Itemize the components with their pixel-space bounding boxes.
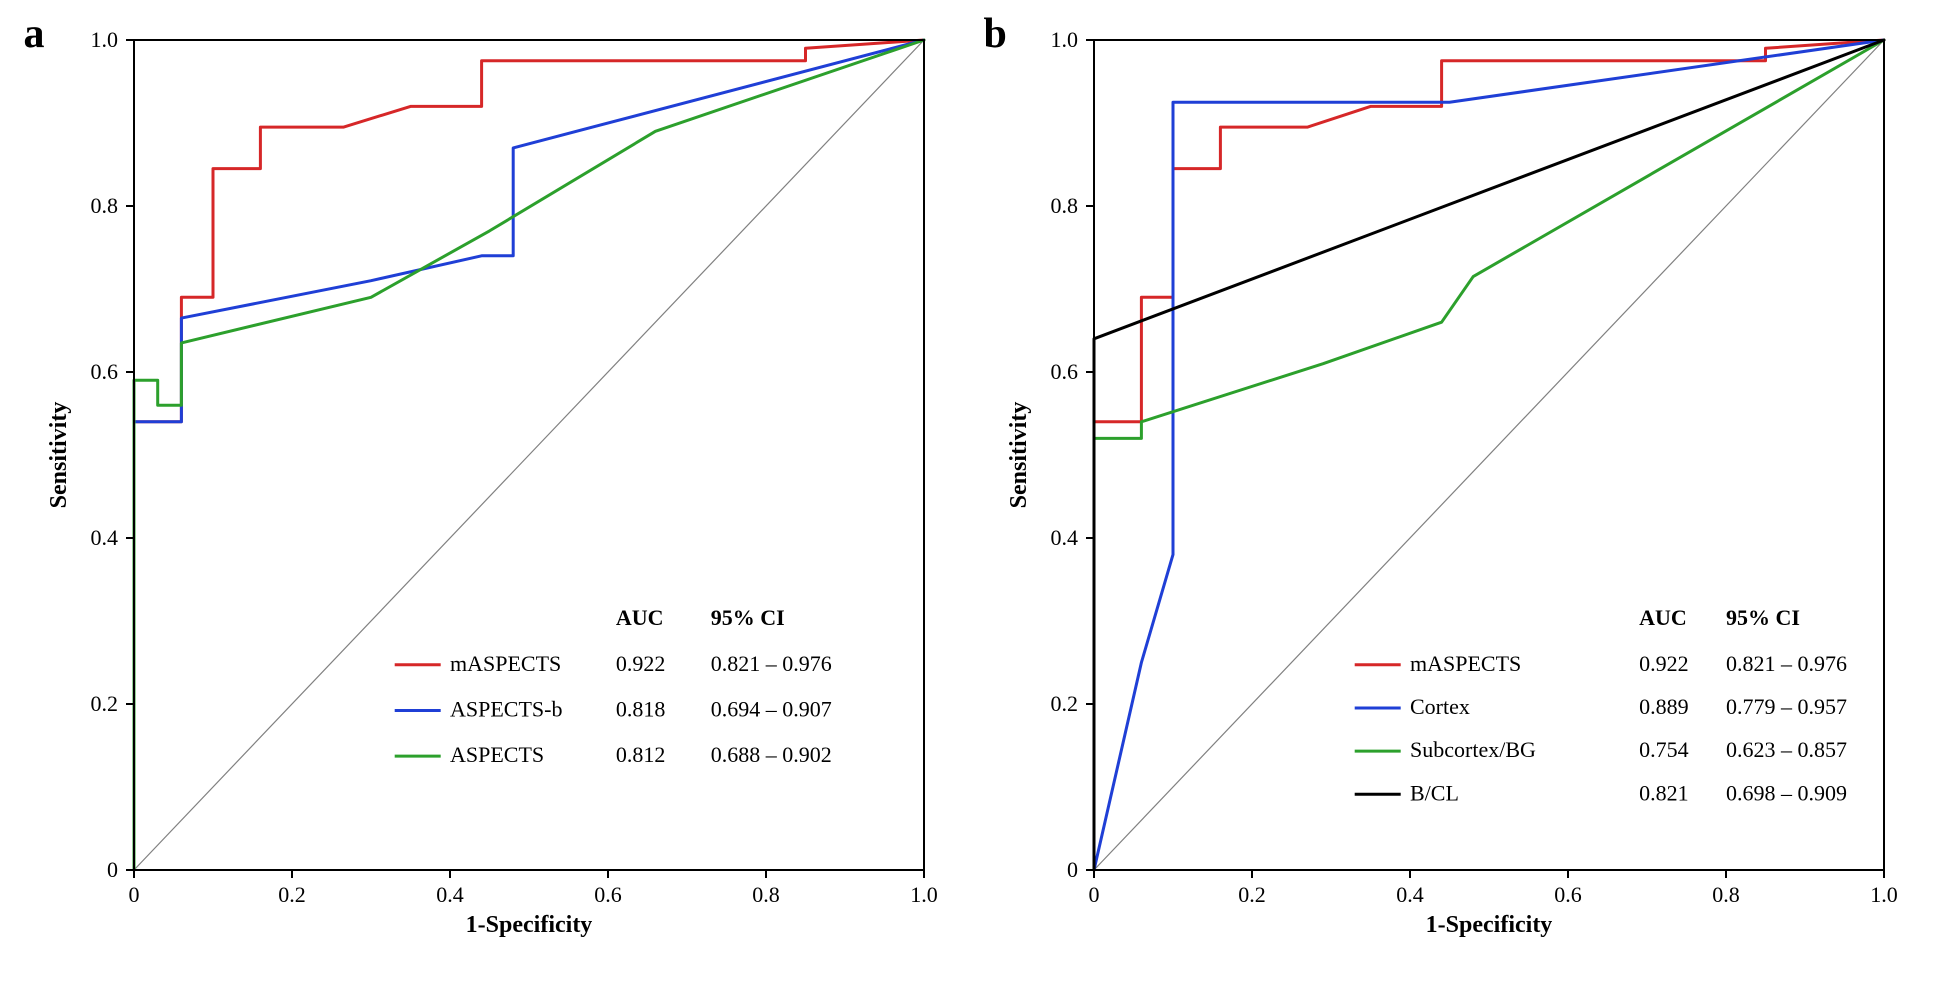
xtick-label: 0 [1088,882,1099,907]
panel-a-wrap: a 0 0.2 0.4 0.6 0.8 1.0 0 0.2 0.4 0.6 0.8 1.0 1-Spec… [14,0,974,970]
legend-ci-2: 0.688 – 0.902 [710,742,831,767]
ytick-label: 0.2 [90,691,118,716]
panel-b-svg: 0 0.2 0.4 0.6 0.8 1.0 0 0.2 0.4 0.6 0.8 1.0 1-Specif… [974,0,1934,970]
legend-ci-1: 0.694 – 0.907 [710,696,831,721]
xtick-label: 0.6 [594,882,622,907]
legend-label-1: ASPECTS-b [450,696,562,721]
ytick-label: 0 [107,857,118,882]
panel-b-wrap: b 0 0.2 0.4 0.6 0.8 1.0 0 0.2 0.4 0.6 0.8 1.0 1-Spec… [974,0,1934,970]
legend-header-ci: 95% CI [1726,605,1800,630]
legend-auc-3: 0.821 [1639,780,1689,805]
legend-ci-0: 0.821 – 0.976 [710,651,831,676]
legend-ci-1: 0.779 – 0.957 [1726,694,1847,719]
xtick-label: 0 [128,882,139,907]
legend-auc-2: 0.754 [1639,737,1689,762]
legend-auc-2: 0.812 [615,742,665,767]
legend-ci-3: 0.698 – 0.909 [1726,780,1847,805]
panel-b-label: b [984,10,1007,58]
ytick-label: 0.2 [1050,691,1078,716]
figure-container: a 0 0.2 0.4 0.6 0.8 1.0 0 0.2 0.4 0.6 0.8 1.0 1-Spec… [0,0,1947,993]
ytick-label: 0.8 [90,193,118,218]
legend-auc-1: 0.889 [1639,694,1689,719]
xtick-label: 0.8 [1712,882,1740,907]
legend-header-ci: 95% CI [710,605,784,630]
legend-ci-0: 0.821 – 0.976 [1726,651,1847,676]
y-axis-label: Sensitivity [46,402,72,509]
ytick-label: 0 [1067,857,1078,882]
legend-auc-0: 0.922 [1639,651,1689,676]
xtick-label: 0.4 [1396,882,1424,907]
xtick-label: 1.0 [1870,882,1898,907]
legend-label-0: mASPECTS [450,651,561,676]
legend-label-2: Subcortex/BG [1410,737,1536,762]
xtick-label: 0.4 [436,882,464,907]
xtick-label: 0.2 [278,882,306,907]
legend-label-3: B/CL [1410,780,1459,805]
xtick-label: 0.8 [752,882,780,907]
legend-ci-2: 0.623 – 0.857 [1726,737,1847,762]
ytick-label: 0.4 [90,525,118,550]
legend-auc-1: 0.818 [615,696,665,721]
legend-header-auc: AUC [1639,605,1687,630]
xtick-label: 1.0 [910,882,938,907]
ytick-label: 0.4 [1050,525,1078,550]
x-axis-label: 1-Specificity [1425,912,1552,938]
y-axis-label: Sensitivity [1006,402,1032,509]
ytick-label: 1.0 [90,27,118,52]
xtick-label: 0.2 [1238,882,1266,907]
panel-a-svg: 0 0.2 0.4 0.6 0.8 1.0 0 0.2 0.4 0.6 0.8 1.0 1-Specif… [14,0,974,970]
legend-header-auc: AUC [615,605,663,630]
x-axis-label: 1-Specificity [465,912,592,938]
legend-label-2: ASPECTS [450,742,544,767]
ytick-label: 0.6 [90,359,118,384]
legend-label-0: mASPECTS [1410,651,1521,676]
ytick-label: 0.8 [1050,193,1078,218]
panel-a-label: a [24,10,45,58]
legend-label-1: Cortex [1410,694,1470,719]
ytick-label: 0.6 [1050,359,1078,384]
legend-auc-0: 0.922 [615,651,665,676]
ytick-label: 1.0 [1050,27,1078,52]
xtick-label: 0.6 [1554,882,1582,907]
